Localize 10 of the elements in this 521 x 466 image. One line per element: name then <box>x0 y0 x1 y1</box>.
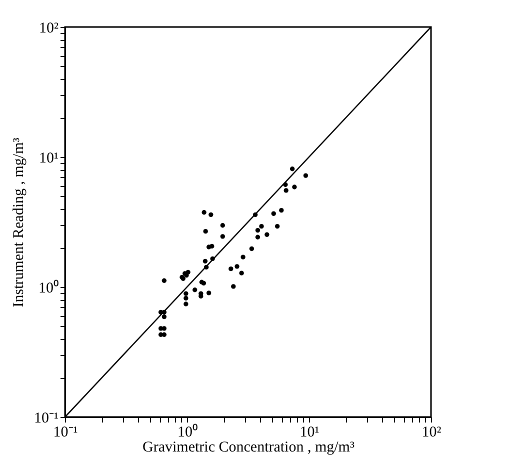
x-tick-label: 10¹ <box>300 424 320 440</box>
x-tick-label: 10⁰ <box>178 424 198 440</box>
x-axis-title: Gravimetric Concentration , mg/m³ <box>142 440 355 456</box>
y-tick-label: 10⁰ <box>38 280 58 296</box>
y-tick-label: 10² <box>39 20 59 36</box>
y-tick-label: 10¹ <box>39 150 58 166</box>
y-tick-label: 10⁻¹ <box>34 410 58 426</box>
x-tick-label: 10² <box>422 424 442 440</box>
x-tick-label: 10⁻¹ <box>53 424 78 440</box>
y-axis-title: Instrument Reading , mg/m³ <box>11 137 28 308</box>
